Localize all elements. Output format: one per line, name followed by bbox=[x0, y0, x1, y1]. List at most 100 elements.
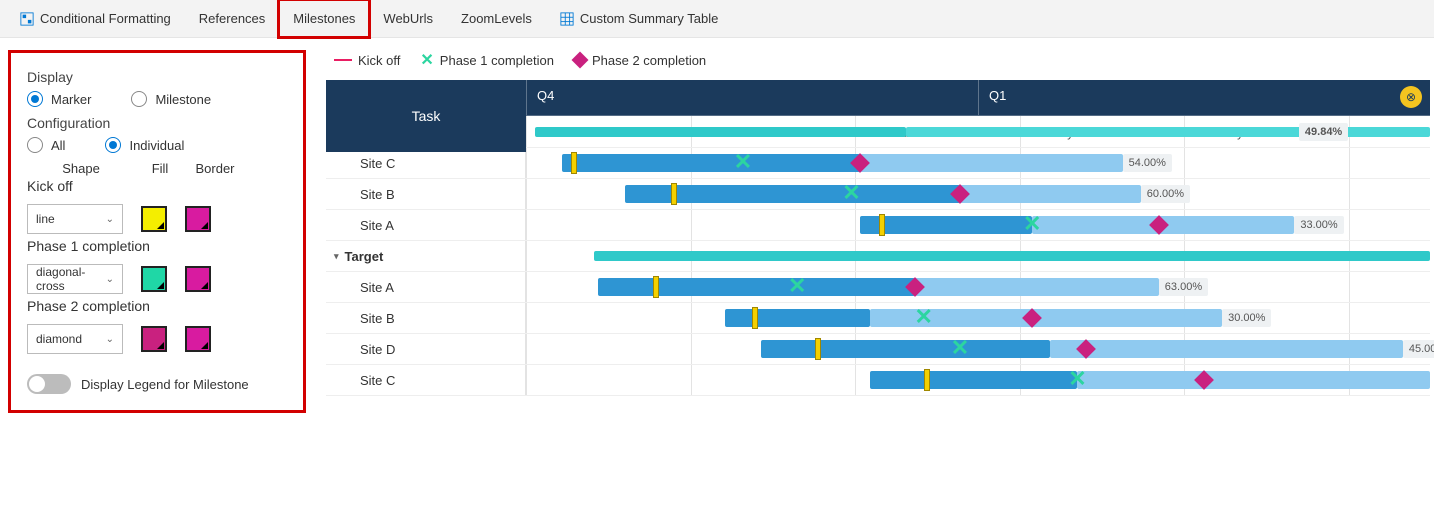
config-label: Configuration bbox=[27, 115, 287, 131]
toolbar-label: Conditional Formatting bbox=[40, 11, 171, 26]
marker-kickoff bbox=[571, 152, 577, 174]
toolbar-conditional-formatting[interactable]: Conditional Formatting bbox=[6, 0, 185, 37]
expand-button[interactable]: ⊗ bbox=[1400, 86, 1422, 108]
fill-color-swatch[interactable] bbox=[141, 326, 167, 352]
task-bar-remaining[interactable] bbox=[960, 185, 1141, 203]
toolbar-zoomlevels[interactable]: ZoomLevels bbox=[447, 0, 546, 37]
border-color-swatch[interactable] bbox=[185, 266, 211, 292]
legend-x-icon: ✕ bbox=[420, 50, 433, 70]
summary-bar-actual bbox=[535, 127, 906, 137]
fill-color-swatch[interactable] bbox=[141, 206, 167, 232]
legend-toggle[interactable] bbox=[27, 374, 71, 394]
task-label: Site C bbox=[326, 148, 526, 178]
task-header: Task bbox=[326, 80, 526, 152]
caret-icon: ▾ bbox=[334, 251, 339, 262]
radio-marker[interactable]: Marker bbox=[27, 91, 91, 107]
task-bar-remaining[interactable] bbox=[1077, 371, 1430, 389]
display-label: Display bbox=[27, 69, 287, 85]
marker-phase1: ✕ bbox=[1023, 213, 1041, 235]
radio-icon bbox=[27, 91, 43, 107]
milestone-phase-1-completion-label: Phase 1 completion bbox=[27, 238, 287, 254]
marker-kickoff bbox=[671, 183, 677, 205]
milestone-row: diamond ⌄ bbox=[27, 324, 287, 354]
marker-phase1: ✕ bbox=[842, 182, 860, 204]
config-radios: All Individual bbox=[27, 137, 287, 153]
quarter-row: Q4Q1⊗ bbox=[526, 80, 1430, 116]
summary-bar-actual bbox=[594, 251, 1430, 261]
shape-select[interactable]: diamond ⌄ bbox=[27, 324, 123, 354]
legend-line-icon bbox=[334, 59, 352, 61]
chart-legend: Kick off✕Phase 1 completionPhase 2 compl… bbox=[326, 48, 1430, 80]
toolbar-milestones[interactable]: Milestones bbox=[279, 0, 369, 37]
task-bar-remaining[interactable] bbox=[860, 154, 1122, 172]
row-canvas: 45.00%✕ bbox=[526, 334, 1430, 364]
columns-header: ShapeFillBorder bbox=[27, 161, 287, 176]
gantt-body: ▾Walmart49.84%Site C54.00%✕Site B60.00%✕… bbox=[326, 116, 1430, 396]
toolbar-references[interactable]: References bbox=[185, 0, 279, 37]
legend-label: Phase 1 completion bbox=[440, 53, 554, 68]
task-row: Site B60.00%✕ bbox=[326, 179, 1430, 210]
row-canvas: 33.00% ✕ bbox=[526, 210, 1430, 240]
col-border: Border bbox=[185, 161, 245, 176]
gantt-header: TaskQ4Q1⊗OctoberNovemberDecemberJanuaryF… bbox=[326, 80, 1430, 116]
task-pct: 33.00% bbox=[1294, 216, 1343, 234]
task-bar-actual[interactable] bbox=[761, 340, 1050, 358]
row-canvas: 63.00%✕ bbox=[526, 272, 1430, 302]
task-row: Site D45.00%✕ bbox=[326, 334, 1430, 365]
toolbar-custom-summary-table[interactable]: Custom Summary Table bbox=[546, 0, 732, 37]
table-icon bbox=[560, 12, 574, 26]
legend-label: Kick off bbox=[358, 53, 400, 68]
task-pct: 30.00% bbox=[1222, 309, 1271, 327]
shape-value: diamond bbox=[36, 332, 82, 346]
radio-milestone[interactable]: Milestone bbox=[131, 91, 211, 107]
fill-color-swatch[interactable] bbox=[141, 266, 167, 292]
toolbar-label: References bbox=[199, 11, 265, 26]
task-label: Site A bbox=[326, 210, 526, 240]
toolbar-weburls[interactable]: WebUrls bbox=[369, 0, 447, 37]
border-color-swatch[interactable] bbox=[185, 206, 211, 232]
marker-phase1: ✕ bbox=[915, 306, 933, 328]
border-color-swatch[interactable] bbox=[185, 326, 211, 352]
marker-kickoff bbox=[752, 307, 758, 329]
group-row[interactable]: ▾Target bbox=[326, 241, 1430, 272]
task-bar-actual[interactable] bbox=[860, 216, 1032, 234]
milestone-row: diagonal-cross⌄ bbox=[27, 264, 287, 294]
task-row: Site A 33.00% ✕ bbox=[326, 210, 1430, 241]
task-label: Site B bbox=[326, 303, 526, 333]
toggle-knob bbox=[29, 376, 45, 392]
toolbar-label: ZoomLevels bbox=[461, 11, 532, 26]
milestone-kick-off-label: Kick off bbox=[27, 178, 287, 194]
legend-toggle-row: Display Legend for Milestone bbox=[27, 374, 287, 394]
gantt-chart: Kick off✕Phase 1 completionPhase 2 compl… bbox=[326, 48, 1430, 413]
chevron-down-icon: ⌄ bbox=[106, 334, 114, 345]
task-pct: 45.00% bbox=[1403, 340, 1434, 358]
task-pct: 54.00% bbox=[1123, 154, 1172, 172]
row-canvas: 54.00% ✕ bbox=[526, 148, 1430, 178]
toolbar-label: WebUrls bbox=[383, 11, 433, 26]
task-bar-actual[interactable] bbox=[870, 371, 1078, 389]
task-bar-remaining[interactable] bbox=[1050, 340, 1403, 358]
radio-all[interactable]: All bbox=[27, 137, 65, 153]
timeline-header: Q4Q1⊗OctoberNovemberDecemberJanuaryFebru… bbox=[526, 80, 1430, 116]
toolbar: Conditional Formatting References Mileston… bbox=[0, 0, 1434, 38]
chevron-down-icon: ⌄ bbox=[106, 274, 114, 285]
shape-select[interactable]: line⌄ bbox=[27, 204, 123, 234]
legend-item: ✕ Phase 1 completion bbox=[420, 50, 554, 70]
shape-select[interactable]: diagonal-cross⌄ bbox=[27, 264, 123, 294]
radio-individual[interactable]: Individual bbox=[105, 137, 184, 153]
task-bar-actual[interactable] bbox=[598, 278, 914, 296]
marker-phase1: ✕ bbox=[734, 151, 752, 173]
col-fill: Fill bbox=[135, 161, 185, 176]
legend-item: Kick off bbox=[334, 53, 400, 68]
marker-kickoff bbox=[924, 369, 930, 391]
toolbar-label: Custom Summary Table bbox=[580, 11, 718, 26]
radio-label: All bbox=[51, 138, 65, 153]
task-bar-remaining[interactable] bbox=[915, 278, 1159, 296]
chevron-down-icon: ⌄ bbox=[106, 214, 114, 225]
quarter-Q1: Q1 bbox=[978, 80, 1430, 115]
milestone-phase-2-completion-label: Phase 2 completion bbox=[27, 298, 287, 314]
task-bar-actual[interactable] bbox=[562, 154, 860, 172]
task-bar-actual[interactable] bbox=[725, 309, 870, 327]
row-canvas: 60.00%✕ bbox=[526, 179, 1430, 209]
toolbar-label: Milestones bbox=[293, 11, 355, 26]
